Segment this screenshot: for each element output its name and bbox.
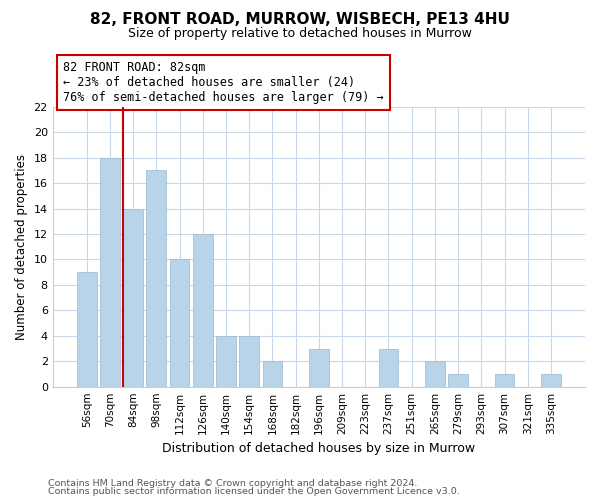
Bar [146, 170, 166, 386]
Bar [77, 272, 97, 386]
Bar [425, 361, 445, 386]
Bar [494, 374, 514, 386]
Text: 82 FRONT ROAD: 82sqm
← 23% of detached houses are smaller (24)
76% of semi-detac: 82 FRONT ROAD: 82sqm ← 23% of detached h… [64, 61, 384, 104]
X-axis label: Distribution of detached houses by size in Murrow: Distribution of detached houses by size … [162, 442, 475, 455]
Bar [123, 208, 143, 386]
Bar [448, 374, 468, 386]
Bar [100, 158, 120, 386]
Y-axis label: Number of detached properties: Number of detached properties [15, 154, 28, 340]
Bar [193, 234, 212, 386]
Bar [239, 336, 259, 386]
Bar [170, 260, 190, 386]
Bar [263, 361, 282, 386]
Bar [379, 348, 398, 387]
Bar [541, 374, 561, 386]
Bar [216, 336, 236, 386]
Bar [309, 348, 329, 387]
Text: Contains HM Land Registry data © Crown copyright and database right 2024.: Contains HM Land Registry data © Crown c… [48, 478, 418, 488]
Text: Contains public sector information licensed under the Open Government Licence v3: Contains public sector information licen… [48, 487, 460, 496]
Text: Size of property relative to detached houses in Murrow: Size of property relative to detached ho… [128, 28, 472, 40]
Text: 82, FRONT ROAD, MURROW, WISBECH, PE13 4HU: 82, FRONT ROAD, MURROW, WISBECH, PE13 4H… [90, 12, 510, 28]
